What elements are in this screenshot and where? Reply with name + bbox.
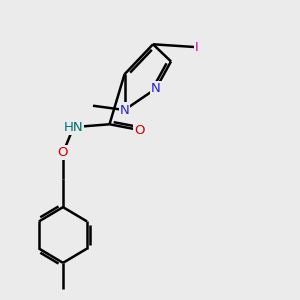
Text: I: I [195,40,198,54]
Text: N: N [120,103,129,116]
Text: O: O [58,146,68,159]
Text: N: N [151,82,161,95]
Text: HN: HN [64,121,83,134]
Text: O: O [134,124,145,136]
